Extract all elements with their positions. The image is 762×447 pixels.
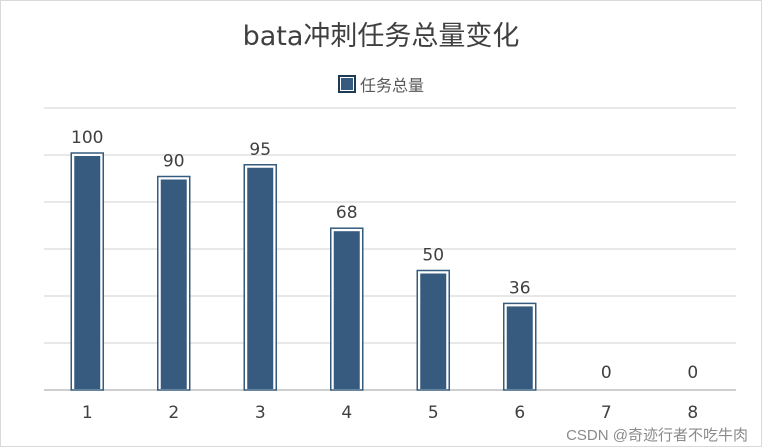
bar <box>331 229 362 391</box>
data-label: 50 <box>422 246 444 266</box>
bar-outline <box>416 269 450 391</box>
x-tick-label: 3 <box>255 403 266 423</box>
bar <box>158 177 189 391</box>
x-tick-label: 5 <box>428 403 439 423</box>
data-label: 100 <box>71 128 103 148</box>
data-label: 68 <box>336 203 358 223</box>
data-label: 90 <box>163 152 185 172</box>
data-label: 95 <box>249 140 271 160</box>
bar-outline <box>503 302 537 391</box>
legend-label: 任务总量 <box>359 76 424 95</box>
data-label: 0 <box>687 363 698 383</box>
legend: 任务总量 <box>0 72 762 96</box>
bar-outline <box>70 152 104 391</box>
bar <box>418 271 449 391</box>
bar-outline <box>243 164 277 391</box>
x-tick-label: 8 <box>687 403 698 423</box>
watermark: CSDN @奇迹行者不吃牛肉 <box>566 427 748 444</box>
bar <box>72 154 103 391</box>
data-label: 0 <box>601 363 612 383</box>
x-tick-label: 4 <box>341 403 352 423</box>
legend-swatch <box>337 75 356 93</box>
chart-title: bata冲刺任务总量变化 <box>242 21 520 52</box>
x-tick-label: 6 <box>514 403 525 423</box>
x-tick-label: 2 <box>168 403 179 423</box>
bar-outline <box>330 227 364 391</box>
bar <box>504 304 535 391</box>
bar <box>245 165 276 391</box>
data-label: 36 <box>509 278 531 298</box>
bar-outline <box>157 175 191 391</box>
x-tick-label: 1 <box>82 403 93 423</box>
x-tick-label: 7 <box>601 403 612 423</box>
